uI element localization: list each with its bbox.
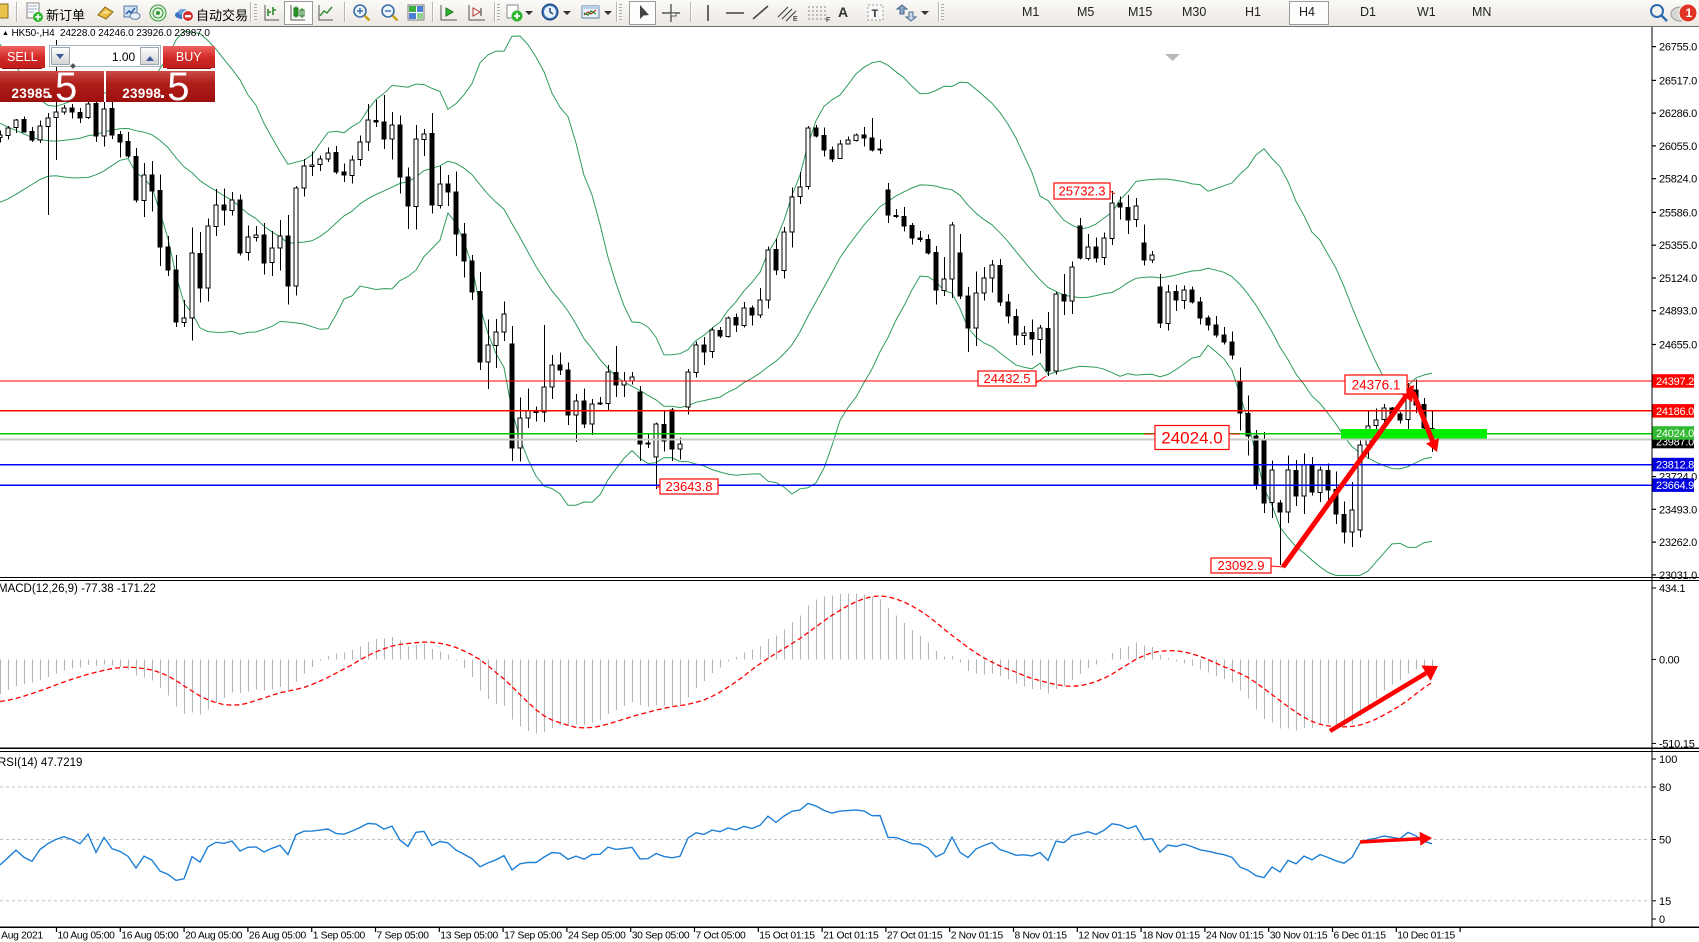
svg-text:23643.8: 23643.8 — [666, 479, 713, 494]
svg-text:15: 15 — [1659, 896, 1671, 908]
svg-text:30 Nov 01:15: 30 Nov 01:15 — [1270, 931, 1328, 942]
svg-text:23493.0: 23493.0 — [1659, 504, 1697, 516]
svg-text:10 Dec 01:15: 10 Dec 01:15 — [1397, 931, 1455, 942]
svg-text:23262.0: 23262.0 — [1659, 537, 1697, 549]
svg-text:23812.8: 23812.8 — [1656, 460, 1694, 472]
svg-text:-510.15: -510.15 — [1659, 738, 1695, 750]
svg-text:80: 80 — [1659, 782, 1671, 794]
svg-text:26517.0: 26517.0 — [1659, 75, 1697, 87]
svg-text:18 Nov 01:15: 18 Nov 01:15 — [1142, 931, 1200, 942]
svg-text:1: 1 — [1686, 6, 1693, 20]
svg-text:12 Nov 01:15: 12 Nov 01:15 — [1078, 931, 1136, 942]
svg-text:25124.0: 25124.0 — [1659, 273, 1697, 285]
svg-text:100: 100 — [1659, 754, 1677, 766]
svg-text:6 Dec 01:15: 6 Dec 01:15 — [1334, 931, 1387, 942]
svg-text:24893.0: 24893.0 — [1659, 306, 1697, 318]
svg-text:0.00: 0.00 — [1659, 654, 1680, 666]
svg-text:24655.0: 24655.0 — [1659, 340, 1697, 352]
svg-text:24376.1: 24376.1 — [1352, 377, 1401, 392]
svg-text:0: 0 — [1659, 914, 1665, 926]
svg-text:23664.9: 23664.9 — [1656, 480, 1694, 492]
svg-text:10 Aug 05:00: 10 Aug 05:00 — [58, 931, 116, 942]
svg-text:30 Sep 05:00: 30 Sep 05:00 — [632, 931, 690, 942]
svg-text:15 Oct 01:15: 15 Oct 01:15 — [759, 931, 815, 942]
svg-text:F: F — [826, 17, 830, 24]
svg-text:20 Aug 05:00: 20 Aug 05:00 — [185, 931, 243, 942]
svg-text:27 Oct 01:15: 27 Oct 01:15 — [887, 931, 943, 942]
svg-text:24186.0: 24186.0 — [1656, 406, 1694, 418]
svg-text:17 Sep 05:00: 17 Sep 05:00 — [504, 931, 562, 942]
svg-text:25586.0: 25586.0 — [1659, 207, 1697, 219]
svg-text:24 Nov 01:15: 24 Nov 01:15 — [1206, 931, 1264, 942]
svg-text:24024.0: 24024.0 — [1161, 429, 1222, 448]
svg-text:13 Sep 05:00: 13 Sep 05:00 — [440, 931, 498, 942]
svg-text:434.1: 434.1 — [1659, 583, 1685, 595]
svg-text:21 Oct 01:15: 21 Oct 01:15 — [823, 931, 879, 942]
svg-text:25824.0: 25824.0 — [1659, 174, 1697, 186]
svg-text:50: 50 — [1659, 835, 1671, 847]
svg-text:E: E — [793, 16, 798, 23]
svg-text:26286.0: 26286.0 — [1659, 108, 1697, 120]
svg-text:24 Sep 05:00: 24 Sep 05:00 — [568, 931, 626, 942]
svg-text:16 Aug 05:00: 16 Aug 05:00 — [121, 931, 179, 942]
svg-text:24397.2: 24397.2 — [1656, 376, 1694, 388]
svg-text:8 Nov 01:15: 8 Nov 01:15 — [1015, 931, 1068, 942]
svg-text:24024.0: 24024.0 — [1656, 428, 1694, 440]
svg-text:23092.9: 23092.9 — [1218, 558, 1265, 573]
svg-text:2 Nov 01:15: 2 Nov 01:15 — [951, 931, 1004, 942]
svg-text:26055.0: 26055.0 — [1659, 141, 1697, 153]
svg-text:RSI(14) 47.7219: RSI(14) 47.7219 — [0, 757, 82, 769]
svg-text:MACD(12,26,9) -77.38 -171.22: MACD(12,26,9) -77.38 -171.22 — [0, 583, 156, 595]
svg-text:25732.3: 25732.3 — [1059, 184, 1106, 199]
svg-text:26755.0: 26755.0 — [1659, 42, 1697, 54]
svg-text:26 Aug 05:00: 26 Aug 05:00 — [249, 931, 307, 942]
svg-text:9 Aug 2021: 9 Aug 2021 — [0, 931, 43, 942]
svg-text:7 Oct 05:00: 7 Oct 05:00 — [696, 931, 747, 942]
svg-text:7 Sep 05:00: 7 Sep 05:00 — [377, 931, 430, 942]
svg-text:24432.5: 24432.5 — [984, 371, 1031, 386]
svg-text:1 Sep 05:00: 1 Sep 05:00 — [313, 931, 366, 942]
svg-text:25355.0: 25355.0 — [1659, 240, 1697, 252]
svg-text:T: T — [872, 8, 879, 20]
svg-text:23031.0: 23031.0 — [1659, 570, 1697, 582]
